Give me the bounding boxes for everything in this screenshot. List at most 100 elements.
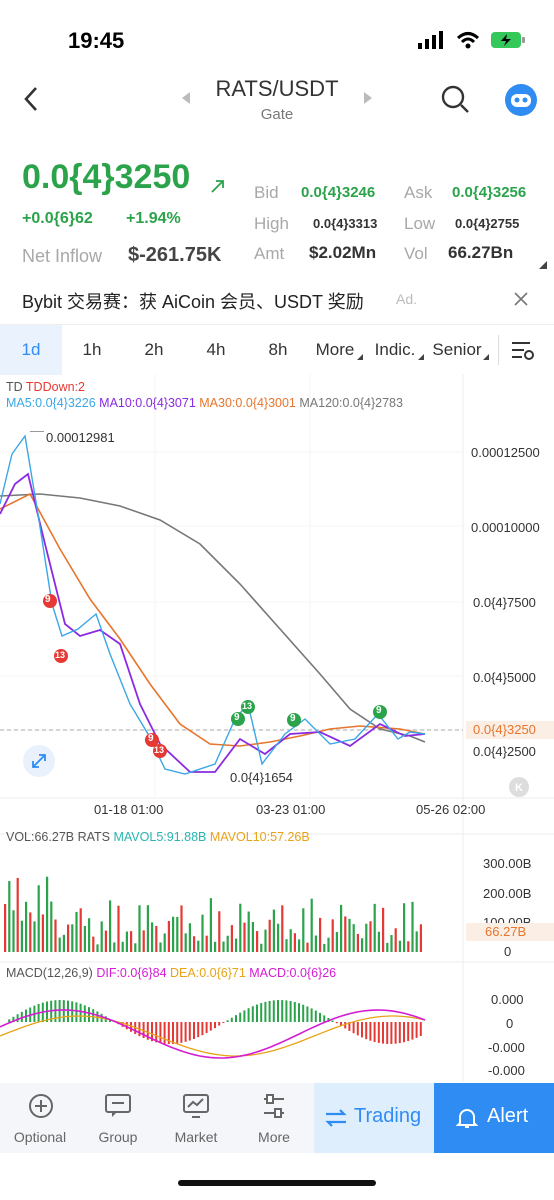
signal-icon xyxy=(418,31,443,49)
td-marker-label: 13 xyxy=(242,701,253,711)
chart-settings-icon[interactable] xyxy=(510,339,536,361)
volume-bar xyxy=(184,933,187,952)
vol-value: 66.27Bn xyxy=(448,243,514,262)
tab-more[interactable]: More xyxy=(315,340,355,359)
ad-tag: Ad. xyxy=(396,291,418,307)
fullscreen-icon[interactable] xyxy=(22,744,56,778)
expand-corner-icon[interactable] xyxy=(538,260,548,270)
macd-bar xyxy=(188,1022,191,1041)
macd-y-1: 0.000 xyxy=(491,992,524,1007)
nav-optional[interactable]: Optional xyxy=(2,1083,78,1153)
macd-bar xyxy=(369,1022,372,1041)
x-label-2: 03-23 01:00 xyxy=(256,802,326,817)
macd-bar xyxy=(209,1022,212,1031)
macd-bar xyxy=(272,1000,275,1022)
volume-bar xyxy=(394,928,397,952)
macd-bar xyxy=(146,1022,149,1040)
tab-8h[interactable]: 8h xyxy=(268,340,288,359)
td-marker-red xyxy=(43,594,57,608)
close-icon[interactable] xyxy=(513,291,529,307)
vol-y-3: 100.00B xyxy=(483,915,532,925)
volume-bar xyxy=(403,903,406,952)
current-price-tag xyxy=(466,721,554,739)
ma-legend: MA5:0.0{4}3226 MA10:0.0{4}3071 MA30:0.0{… xyxy=(6,396,403,410)
trading-button[interactable]: Trading xyxy=(314,1083,434,1153)
volume-bar xyxy=(293,933,296,952)
tab-indicators[interactable]: Indic. xyxy=(374,340,416,359)
td-marker-label: 9 xyxy=(45,594,51,605)
macd-bar xyxy=(335,1022,338,1024)
macd-bar xyxy=(361,1022,363,1038)
macd-bar xyxy=(159,1022,162,1044)
volume-bar xyxy=(159,942,162,952)
mavol10-label: MAVOL10:57.26B xyxy=(209,830,310,844)
volume-bar xyxy=(125,931,128,952)
tab-4h[interactable]: 4h xyxy=(206,340,226,359)
chart-canvas[interactable] xyxy=(0,374,554,1082)
vol-y-4: 0 xyxy=(504,944,512,959)
ask-value: 0.0{4}3256 xyxy=(452,184,527,201)
macd-bar xyxy=(403,1022,405,1043)
banner-text[interactable]: Bybit 交易赛：获 AiCoin 会员、USDT 奖励 xyxy=(22,292,364,312)
macd-bar xyxy=(243,1010,246,1022)
volume-bar xyxy=(88,918,91,952)
chart-area[interactable]: TD TDDown:2 MA5:0.0{4}3226 MA10:0.0{4}30… xyxy=(0,374,554,1082)
dea-label: DEA:0.0{6}71 xyxy=(170,966,246,980)
macd-bar xyxy=(214,1022,216,1029)
k-switch-icon[interactable]: K xyxy=(508,776,530,798)
macd-bar xyxy=(222,1022,225,1023)
vol-label: VOL:66.27B RATS xyxy=(6,830,110,844)
vol-y-2: 200.00B xyxy=(483,886,532,901)
tab-senior[interactable]: Senior xyxy=(432,340,482,359)
volume-bar xyxy=(390,935,393,952)
change-pct: +1.94% xyxy=(126,210,181,227)
volume-bar xyxy=(25,901,28,952)
macd-bar xyxy=(277,1000,279,1022)
exchange-name: Gate xyxy=(260,106,294,123)
prev-pair-icon[interactable] xyxy=(180,90,192,106)
bottom-nav: Optional Group Market More Trading Alert xyxy=(0,1083,554,1153)
macd-bar xyxy=(373,1022,376,1042)
volume-bar xyxy=(222,941,225,952)
macd-bar xyxy=(205,1022,208,1033)
tab-1h[interactable]: 1h xyxy=(82,340,102,359)
nav-more[interactable]: More xyxy=(236,1083,312,1153)
tab-1d[interactable]: 1d xyxy=(0,325,62,375)
search-icon[interactable] xyxy=(440,84,470,114)
volume-bar xyxy=(335,931,338,952)
last-price: 0.0{4}3250 xyxy=(22,158,191,196)
pair-title[interactable]: RATS/USDT xyxy=(215,76,339,101)
status-bar: 19:45 xyxy=(0,0,554,80)
macd-bar xyxy=(176,1022,179,1044)
bell-icon xyxy=(456,1109,478,1128)
nav-market[interactable]: Market xyxy=(158,1083,234,1153)
ma5-line xyxy=(0,434,426,775)
volume-bar xyxy=(251,921,254,952)
alert-button[interactable]: Alert xyxy=(434,1083,554,1153)
macd-bar xyxy=(260,1003,263,1022)
macd-bar xyxy=(289,1001,292,1022)
volume-bar xyxy=(37,885,40,952)
volume-bar xyxy=(264,929,267,952)
tab-2h[interactable]: 2h xyxy=(144,340,164,359)
nav-group[interactable]: Group xyxy=(80,1083,156,1153)
ai-assistant-icon[interactable] xyxy=(504,83,538,117)
macd-bar xyxy=(323,1015,326,1022)
volume-bar xyxy=(16,877,19,952)
macd-bar xyxy=(264,1001,267,1022)
volume-bar xyxy=(138,905,141,952)
back-icon[interactable] xyxy=(22,86,40,112)
macd-bar xyxy=(235,1015,237,1022)
ad-banner[interactable]: Bybit 交易赛：获 AiCoin 会员、USDT 奖励 Ad. xyxy=(0,280,554,320)
volume-bar xyxy=(239,903,242,952)
td-marker-label: 9 xyxy=(376,705,382,716)
volume-bar xyxy=(268,919,271,952)
next-pair-icon[interactable] xyxy=(362,90,374,106)
volume-bar xyxy=(218,911,221,952)
change-abs: +0.0{6}62 xyxy=(22,210,93,227)
volume-bar xyxy=(289,929,292,952)
volume-bar xyxy=(176,916,179,952)
volume-bar xyxy=(302,908,305,952)
macd-bar xyxy=(356,1022,359,1036)
macd-bar xyxy=(201,1022,204,1036)
